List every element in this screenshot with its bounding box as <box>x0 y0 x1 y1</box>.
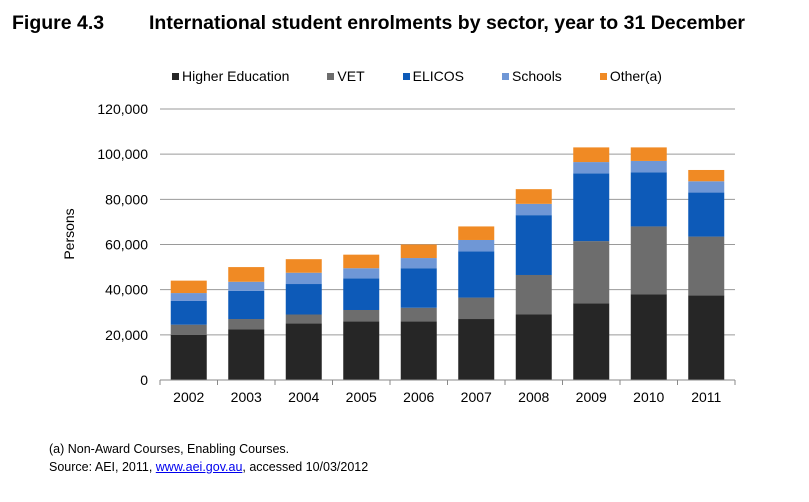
bar-segment <box>228 290 265 320</box>
x-tick-label: 2010 <box>633 389 664 405</box>
x-tick-label: 2011 <box>691 389 721 405</box>
bar-segment <box>343 254 380 269</box>
figure-heading: Figure 4.3 International student enrolmen… <box>12 12 745 35</box>
legend-swatch <box>502 72 509 80</box>
bar-segment <box>170 324 207 335</box>
legend-item-vet: VET <box>327 68 365 84</box>
y-tick-label: 120,000 <box>97 101 148 117</box>
bar-segment <box>285 314 322 324</box>
x-tick-label: 2008 <box>518 389 549 405</box>
legend-item-schools: Schools <box>502 68 562 84</box>
bar-segment <box>343 309 380 322</box>
bar-segment <box>170 300 207 325</box>
footnote-note: (a) Non-Award Courses, Enabling Courses. <box>49 442 290 456</box>
bar-segment <box>400 258 437 269</box>
figure-number: Figure 4.3 <box>12 12 105 34</box>
bar-segment <box>285 259 322 273</box>
bar-segment <box>400 244 437 259</box>
bar-segment <box>573 147 610 163</box>
bar-segment <box>458 226 495 240</box>
x-tick-label: 2005 <box>346 389 377 405</box>
bars <box>170 147 725 380</box>
axes: 0 20,000 40,000 60,000 80,000 100,000 120,000 2… <box>97 101 736 405</box>
bar-segment <box>285 323 322 380</box>
legend-item-elicos: ELICOS <box>402 68 464 84</box>
bar-segment <box>170 293 207 301</box>
bar-segment <box>688 169 725 182</box>
footnotes: (a) Non-Award Courses, Enabling Courses.… <box>49 440 368 476</box>
x-tick-label: 2004 <box>288 389 319 405</box>
legend-item-higher-education: Higher Education <box>172 68 289 84</box>
legend-swatch <box>599 72 607 80</box>
y-axis-label: Persons <box>61 208 77 259</box>
y-tick-label: 80,000 <box>105 191 148 207</box>
bar-segment <box>573 241 610 304</box>
bar-segment <box>573 303 610 380</box>
x-tick-label: 2007 <box>461 389 492 405</box>
bar-segment <box>630 160 667 173</box>
bar-segment <box>630 147 667 161</box>
source-prefix: Source: AEI, 2011, <box>49 460 156 474</box>
bar-segment <box>170 280 207 294</box>
legend-label: Schools <box>512 68 562 84</box>
bar-segment <box>228 281 265 291</box>
bar-segment <box>458 239 495 252</box>
bar-segment <box>285 272 322 285</box>
bar-segment <box>515 215 552 275</box>
bar-segment <box>458 319 495 380</box>
legend-label: Other(a) <box>609 68 662 84</box>
bar-segment <box>688 192 725 237</box>
bar-segment <box>515 274 552 315</box>
bar-segment <box>573 173 610 242</box>
chart-legend: Higher Education VET ELICOS Schools Othe… <box>172 68 662 84</box>
y-tick-label: 100,000 <box>97 146 148 162</box>
bar-segment <box>630 172 667 227</box>
bar-segment <box>228 319 265 330</box>
bar-segment <box>573 162 610 174</box>
bar-segment <box>228 267 265 282</box>
legend-item-other: Other(a) <box>599 68 662 84</box>
source-suffix: , accessed 10/03/2012 <box>242 460 369 474</box>
bar-segment <box>285 284 322 315</box>
legend-label: ELICOS <box>412 68 464 84</box>
x-tick-label: 2002 <box>173 389 204 405</box>
bar-segment <box>515 189 552 204</box>
x-tick-label: 2006 <box>403 389 434 405</box>
bar-segment <box>458 297 495 320</box>
x-tick-label: 2009 <box>576 389 607 405</box>
bar-segment <box>515 314 552 380</box>
figure-title: International student enrolments by sect… <box>149 12 746 34</box>
bar-segment <box>400 268 437 308</box>
legend-label: Higher Education <box>182 68 290 84</box>
footnote-source: Source: AEI, 2011, www.aei.gov.au, acces… <box>49 458 368 476</box>
legend-swatch <box>402 72 410 80</box>
y-tick-label: 0 <box>140 372 148 388</box>
legend-swatch <box>172 72 179 80</box>
bar-segment <box>343 321 380 380</box>
bar-segment <box>343 278 380 310</box>
y-tick-label: 20,000 <box>105 327 148 343</box>
bar-segment <box>400 307 437 322</box>
bar-segment <box>343 268 380 279</box>
bar-segment <box>688 181 725 193</box>
bar-segment <box>688 236 725 296</box>
y-tick-label: 40,000 <box>105 282 148 298</box>
y-tick-label: 60,000 <box>105 237 148 253</box>
x-tick-label: 2003 <box>231 389 262 405</box>
bar-segment <box>630 294 667 380</box>
bar-segment <box>400 321 437 380</box>
bar-segment <box>688 295 725 380</box>
legend-label: VET <box>337 68 365 84</box>
source-link[interactable]: www.aei.gov.au <box>155 460 243 474</box>
bar-segment <box>228 329 265 380</box>
bar-segment <box>630 226 667 295</box>
bar-segment <box>170 334 207 380</box>
legend-swatch <box>327 72 335 80</box>
bar-segment <box>458 251 495 298</box>
bar-segment <box>515 203 552 216</box>
